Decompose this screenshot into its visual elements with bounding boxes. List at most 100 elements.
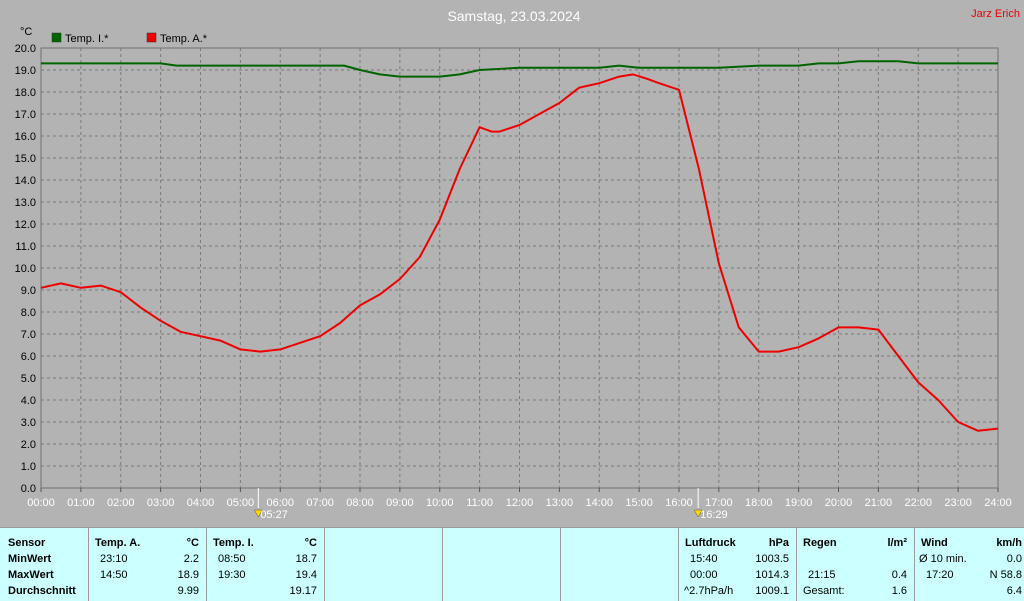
row-label-avg: Durchschnitt (8, 585, 76, 597)
pressure-header: Luftdruck (685, 537, 736, 549)
temp-i-max-time: 19:30 (218, 569, 246, 581)
y-tick-label: 16.0 (15, 131, 36, 143)
temperature-chart: Samstag, 23.03.2024 Jarz Erich °C Temp. … (15, 8, 1020, 521)
temp-a-average: 9.99 (177, 585, 199, 597)
y-tick-label: 15.0 (15, 153, 36, 165)
rain-max-value: 0.4 (891, 569, 907, 581)
x-tick-label: 12:00 (506, 497, 534, 509)
sunrise-time-label: 05:27 (260, 509, 288, 521)
y-tick-label: 2.0 (21, 439, 36, 451)
pressure-max-value: 1014.3 (755, 569, 789, 581)
wind-max-time: 17:20 (926, 569, 954, 581)
pressure-min-value: 1003.5 (755, 553, 789, 565)
y-tick-label: 3.0 (21, 417, 36, 429)
y-tick-label: 20.0 (15, 43, 36, 55)
y-tick-label: 1.0 (21, 461, 36, 473)
wind-avg-label: Ø 10 min. (919, 553, 967, 565)
x-tick-label: 15:00 (625, 497, 653, 509)
col-divider (88, 528, 89, 601)
temp-a-min-time: 23:10 (100, 553, 128, 565)
x-tick-label: 00:00 (27, 497, 55, 509)
temp-a-header: Temp. A. (95, 537, 141, 549)
legend-swatch (51, 32, 62, 43)
x-tick-label: 10:00 (426, 497, 454, 509)
series-line-temp-outdoor (40, 73, 999, 432)
x-tick-label: 16:00 (665, 497, 693, 509)
x-tick-label: 22:00 (904, 497, 932, 509)
x-tick-label: 21:00 (865, 497, 893, 509)
temp-a-min-value: 2.2 (183, 553, 199, 565)
author-label: Jarz Erich (971, 8, 1020, 20)
x-tick-label: 05:00 (227, 497, 255, 509)
col-divider (678, 528, 679, 601)
rain-unit: l/m² (887, 537, 907, 549)
wind-unit: km/h (996, 537, 1022, 549)
sun-markers: 05:27 16:29 (253, 488, 728, 521)
y-tick-label: 4.0 (21, 395, 36, 407)
temp-i-max-value: 19.4 (295, 569, 317, 581)
x-tick-label: 04:00 (187, 497, 215, 509)
row-label-min: MinWert (8, 553, 52, 565)
y-tick-label: 6.0 (21, 351, 36, 363)
x-tick-label: 08:00 (346, 497, 374, 509)
x-tick-label: 01:00 (67, 497, 95, 509)
row-label-sensor: Sensor (8, 537, 46, 549)
x-tick-label: 20:00 (825, 497, 853, 509)
pressure-unit: hPa (768, 537, 789, 549)
x-tick-label: 24:00 (984, 497, 1012, 509)
col-divider (206, 528, 207, 601)
x-tick-label: 09:00 (386, 497, 414, 509)
col-divider (914, 528, 915, 601)
wind-avg-value: 0.0 (1006, 553, 1022, 565)
pressure-min-time: 15:40 (690, 553, 718, 565)
x-tick-label: 18:00 (745, 497, 773, 509)
temp-i-average: 19.17 (289, 585, 317, 597)
legend-label: Temp. A.* (160, 33, 208, 45)
y-tick-label: 7.0 (21, 329, 36, 341)
legend-swatch (146, 32, 157, 43)
legend: Temp. I.* Temp. A.* (51, 32, 208, 45)
x-tick-label: 17:00 (705, 497, 733, 509)
col-divider (324, 528, 325, 601)
x-tick-label: 19:00 (785, 497, 813, 509)
col-divider (796, 528, 797, 601)
x-axis-ticks: 00:00 01:00 02:00 03:00 04:00 05:00 06:00 07:00… (27, 488, 1012, 509)
x-tick-label: 14:00 (585, 497, 613, 509)
y-tick-label: 0.0 (21, 483, 36, 495)
temp-a-max-value: 18.9 (177, 569, 199, 581)
y-tick-label: 18.0 (15, 87, 36, 99)
rain-total-value: 1.6 (891, 585, 907, 597)
grid-lines (41, 48, 998, 488)
wind-header: Wind (921, 537, 948, 549)
y-tick-label: 12.0 (15, 219, 36, 231)
temp-a-unit: °C (186, 537, 199, 549)
y-tick-label: 10.0 (15, 263, 36, 275)
temp-i-unit: °C (304, 537, 317, 549)
series-line-temp-indoor (41, 60, 998, 78)
x-tick-label: 11:00 (466, 497, 493, 509)
temp-a-max-time: 14:50 (100, 569, 128, 581)
y-axis-ticks: 0.0 1.0 2.0 3.0 4.0 5.0 6.0 7.0 8.0 9.0 10.0 11.0 12… (15, 43, 36, 495)
sunrise-icon (253, 509, 263, 518)
temp-i-min-value: 18.7 (295, 553, 317, 565)
pressure-trend: ^2.7hPa/h (684, 585, 734, 597)
temp-i-min-time: 08:50 (218, 553, 246, 565)
statistics-table: Sensor MinWert MaxWert Durchschnitt Temp… (0, 527, 1024, 601)
pressure-max-time: 00:00 (690, 569, 718, 581)
y-unit-label: °C (20, 26, 32, 38)
col-divider (442, 528, 443, 601)
sunset-time-label: 16:29 (700, 509, 728, 521)
x-tick-label: 03:00 (147, 497, 175, 509)
rain-total-label: Gesamt: (803, 585, 845, 597)
x-tick-label: 23:00 (944, 497, 972, 509)
wind-last-value: 6.4 (1006, 585, 1022, 597)
x-tick-label: 06:00 (266, 497, 294, 509)
rain-header: Regen (803, 537, 837, 549)
pressure-average: 1009.1 (755, 585, 789, 597)
temp-i-header: Temp. I. (213, 537, 254, 549)
x-tick-label: 13:00 (546, 497, 574, 509)
series-lines (40, 60, 999, 432)
y-tick-label: 5.0 (21, 373, 36, 385)
wind-max-value: N 58.8 (989, 569, 1022, 581)
x-tick-label: 02:00 (107, 497, 135, 509)
